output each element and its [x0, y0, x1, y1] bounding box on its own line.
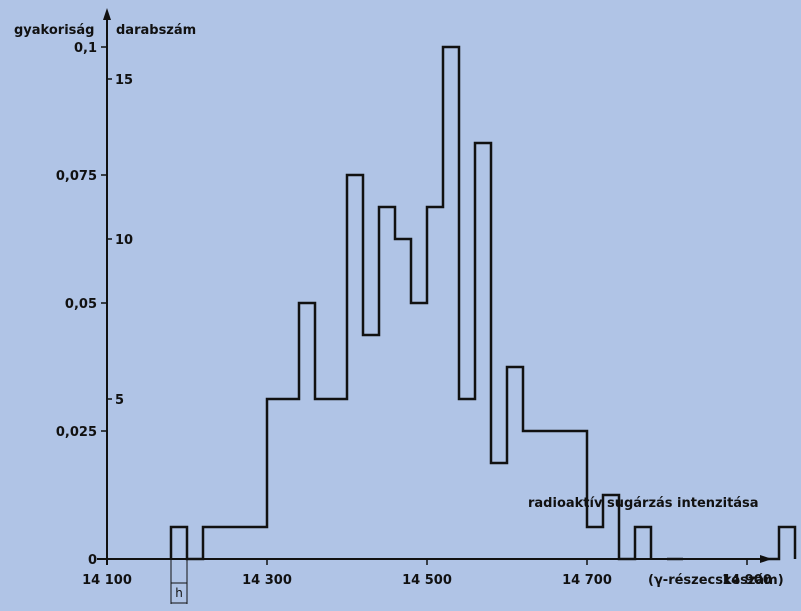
histogram-bin — [523, 431, 539, 559]
histogram-bin — [267, 399, 283, 559]
count-tick-label: 5 — [115, 393, 124, 408]
x-tick-label: 14 300 — [242, 573, 292, 588]
histogram-bin — [779, 527, 795, 559]
histogram-bin — [347, 175, 363, 559]
histogram-outline — [169, 45, 797, 561]
freq-tick-label: 0,025 — [56, 425, 97, 440]
bin-width-box — [170, 582, 188, 604]
y-axis-arrow-icon — [103, 8, 111, 20]
histogram-bin — [587, 527, 603, 559]
bin-width-marker: h — [170, 559, 188, 604]
histogram-bin — [411, 303, 427, 559]
annotation-text: radioaktív sugárzás intenzitása — [528, 496, 759, 511]
histogram-bin — [539, 431, 555, 559]
y-axis-label-count: darabszám — [116, 23, 196, 38]
histogram-bin — [283, 399, 299, 559]
histogram-bin — [443, 47, 459, 559]
freq-tick-label: 0,1 — [74, 41, 97, 56]
count-tick-label: 0 — [88, 553, 97, 568]
histogram-bin — [379, 207, 395, 559]
histogram-bin — [219, 527, 235, 559]
x-tick-label: 14 100 — [82, 573, 132, 588]
histogram-bin — [171, 527, 187, 559]
histogram-bin — [491, 463, 507, 559]
x-tick-label: 14 900 — [722, 573, 772, 588]
histogram-bin — [299, 303, 315, 559]
histogram-bin — [235, 527, 251, 559]
histogram-bin — [395, 239, 411, 559]
ticks-layer: 14 100 14 300 14 500 14 700 14 900 0,025 0,05 0… — [56, 41, 772, 588]
count-tick-label: 10 — [115, 233, 133, 248]
x-axis-label: (γ-részecskeszám) — [648, 573, 784, 588]
histogram-bin — [203, 527, 219, 559]
histogram-bin — [363, 335, 379, 559]
histogram-bin — [331, 399, 347, 559]
histogram-bin — [427, 207, 443, 559]
y-axis-label-frequency: gyakoriság — [14, 23, 94, 38]
histogram-bin — [507, 367, 523, 559]
histogram-bin — [555, 431, 571, 559]
histogram-bin — [475, 143, 491, 559]
x-tick-label: 14 500 — [402, 573, 452, 588]
histogram-bin — [251, 527, 267, 559]
histogram-bin — [315, 399, 331, 559]
freq-tick-label: 0,075 — [56, 169, 97, 184]
bin-width-label: h — [175, 586, 183, 600]
histogram-bin — [459, 399, 475, 559]
bins-layer — [171, 47, 795, 559]
histogram-bin — [571, 431, 587, 559]
histogram-bin — [635, 527, 651, 559]
freq-tick-label: 0,05 — [65, 297, 97, 312]
x-tick-label: 14 700 — [562, 573, 612, 588]
count-tick-label: 15 — [115, 73, 133, 88]
